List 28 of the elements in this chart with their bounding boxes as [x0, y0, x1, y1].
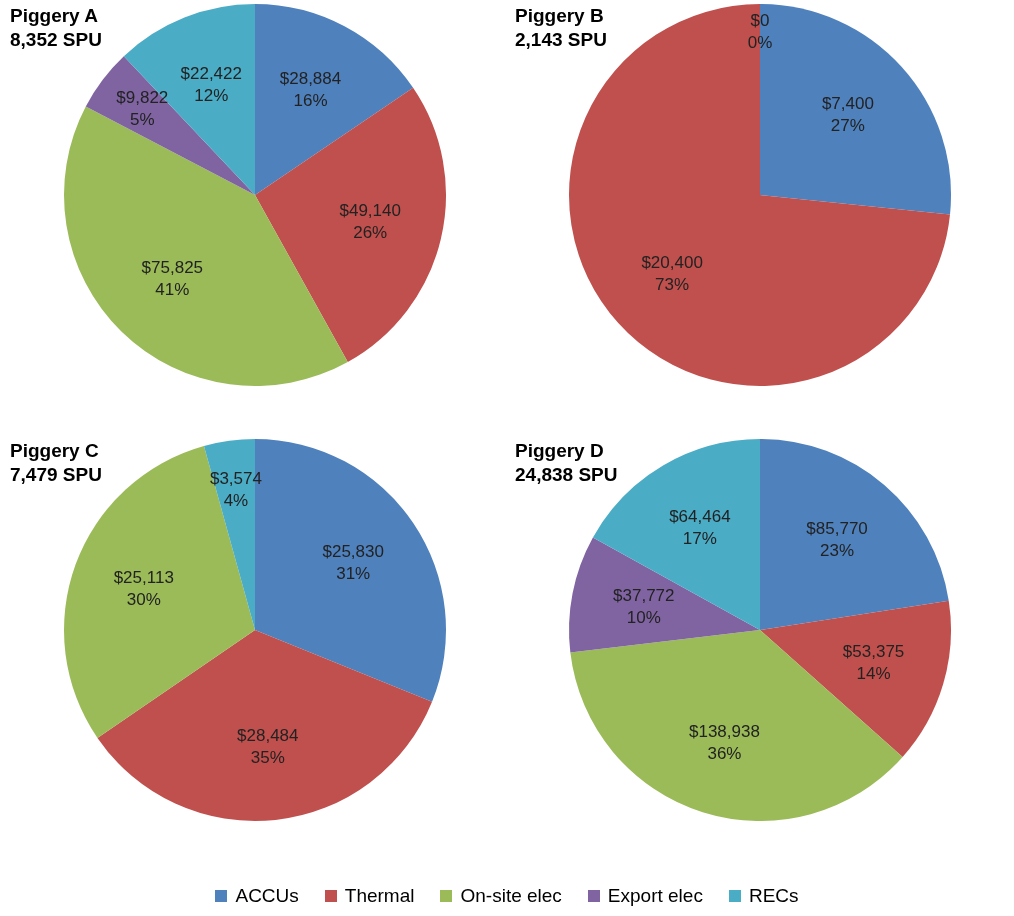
data-label: $25,830 31%	[322, 542, 384, 584]
text: $0 0%	[747, 11, 773, 53]
legend-label: On-site elec	[460, 885, 562, 907]
data-label: $138,938 36%	[689, 721, 760, 763]
text: 7,479 SPU	[10, 464, 102, 485]
data-label: $53,375 14%	[842, 642, 905, 684]
data-label: $75,825 41%	[141, 258, 204, 300]
data-label: $7,400 27%	[821, 94, 874, 136]
chart-title: Piggery B	[515, 5, 604, 26]
data-label: $22,422 12%	[180, 63, 242, 105]
text: 2,143 SPU	[515, 29, 607, 50]
legend-label: Thermal	[344, 885, 415, 907]
data-label: $49,140 26%	[339, 201, 401, 243]
text: 24,838 SPU	[515, 464, 618, 485]
data-label: $25,113 30%	[113, 568, 174, 610]
legend-label: ACCUs	[235, 885, 299, 907]
chart-title: Piggery D	[515, 440, 604, 461]
chart-title: Piggery C	[10, 440, 99, 461]
data-label: $28,484 35%	[237, 726, 299, 768]
data-label: $37,772 10%	[613, 585, 675, 627]
data-label: $85,770 23%	[806, 518, 868, 560]
data-label: $64,464 17%	[669, 506, 731, 548]
text: 8,352 SPU	[10, 29, 102, 50]
legend-label: RECs	[748, 885, 799, 907]
legend-label: Export elec	[607, 885, 703, 907]
data-label: $28,884 16%	[279, 69, 342, 111]
data-label: $20,400 73%	[641, 253, 703, 295]
chart-title: Piggery A	[10, 5, 98, 26]
